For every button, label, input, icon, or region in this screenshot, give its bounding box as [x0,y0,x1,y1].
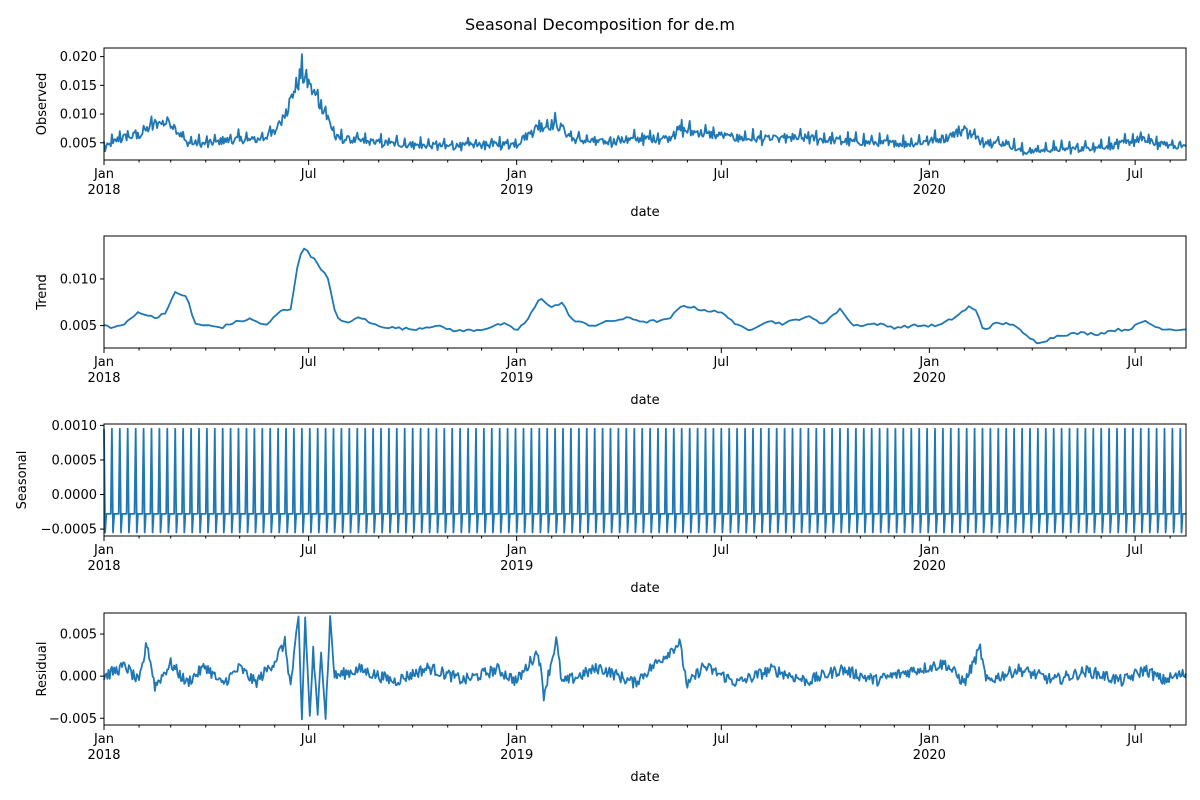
x-tick-label: Jan [506,732,527,747]
x-tick-year-label: 2020 [913,183,946,198]
x-tick-year-label: 2018 [87,748,120,763]
x-tick-label: Jul [300,732,317,747]
x-tick-year-label: 2018 [87,183,120,198]
y-tick-label-observed: 0.005 [60,136,97,151]
x-tick-label: Jan [93,355,114,370]
y-tick-label-residual: 0.000 [60,670,97,685]
x-axis-label-seasonal: date [630,581,659,596]
x-tick-label: Jul [300,355,317,370]
x-tick-year-label: 2020 [913,559,946,574]
x-tick-label: Jan [918,355,939,370]
y-tick-label-observed: 0.010 [60,108,97,123]
y-tick-label-observed: 0.020 [60,50,97,65]
x-tick-year-label: 2018 [87,371,120,386]
x-tick-label: Jul [712,732,729,747]
series-line-residual [103,615,1187,721]
x-tick-year-label: 2018 [87,559,120,574]
plot-frame-trend [103,235,1187,349]
y-tick-label-residual: 0.005 [60,628,97,643]
y-tick-label-trend: 0.010 [60,272,97,287]
y-tick-label-seasonal: 0.0010 [52,419,98,434]
series-line-seasonal [103,427,1186,534]
x-tick-year-label: 2019 [500,559,533,574]
x-tick-label: Jan [506,355,527,370]
y-tick-label-observed: 0.015 [60,79,97,94]
x-tick-label: Jan [918,732,939,747]
x-tick-label: Jan [93,543,114,558]
y-axis-label-seasonal: Seasonal [15,451,30,510]
x-tick-label: Jul [1126,732,1143,747]
x-tick-year-label: 2020 [913,748,946,763]
x-tick-label: Jul [300,167,317,182]
x-tick-year-label: 2019 [500,371,533,386]
x-tick-year-label: 2020 [913,371,946,386]
x-tick-label: Jan [93,167,114,182]
x-tick-label: Jan [506,543,527,558]
panel-seasonal: −0.00050.00000.00050.0010SeasonalJan2018… [15,419,1187,596]
x-tick-label: Jan [918,167,939,182]
series-line-observed [103,53,1187,156]
plot-frame-observed [103,47,1187,161]
x-tick-label: Jul [1126,355,1143,370]
y-tick-label-seasonal: 0.0000 [52,488,98,503]
series-line-trend [103,247,1187,345]
x-tick-year-label: 2019 [500,183,533,198]
x-axis-label-observed: date [630,205,659,220]
y-axis-label-trend: Trend [35,274,50,311]
x-tick-label: Jan [506,167,527,182]
y-tick-label-trend: 0.005 [60,319,97,334]
y-tick-label-seasonal: 0.0005 [52,453,98,468]
x-tick-label: Jan [918,543,939,558]
x-axis-label-trend: date [630,393,659,408]
plot-frame-residual [103,612,1187,726]
x-tick-year-label: 2019 [500,748,533,763]
x-tick-label: Jul [712,355,729,370]
x-tick-label: Jul [712,167,729,182]
x-tick-label: Jul [712,543,729,558]
x-tick-label: Jul [300,543,317,558]
plot-frame-seasonal [103,423,1187,537]
x-tick-label: Jul [1126,167,1143,182]
y-tick-label-seasonal: −0.0005 [41,523,97,538]
y-tick-label-residual: −0.005 [49,712,97,727]
x-tick-label: Jul [1126,543,1143,558]
y-axis-label-observed: Observed [35,73,50,136]
x-tick-label: Jan [93,732,114,747]
x-axis-label-residual: date [630,770,659,785]
chart-title: Seasonal Decomposition for de.m [465,15,735,34]
y-axis-label-residual: Residual [35,642,50,697]
